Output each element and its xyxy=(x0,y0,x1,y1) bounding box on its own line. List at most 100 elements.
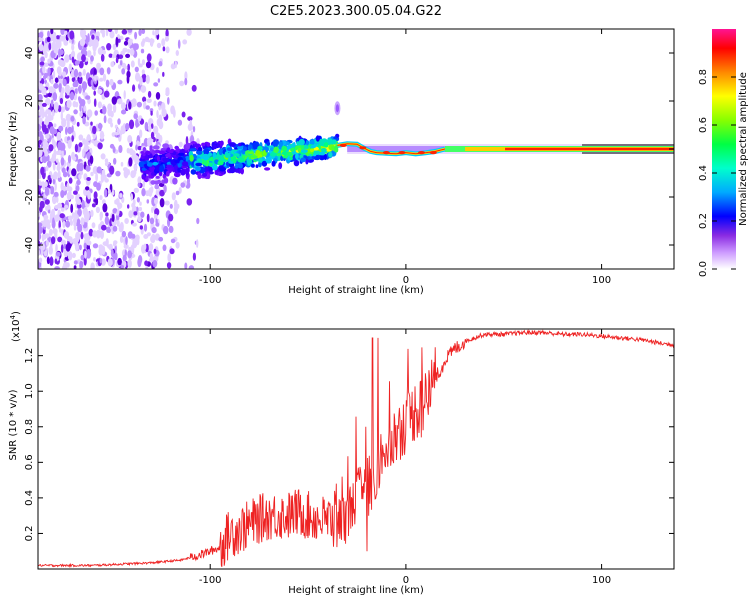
noise-blob xyxy=(113,157,117,165)
signal-blob xyxy=(295,153,299,160)
noise-blob xyxy=(107,29,113,33)
noise-blob xyxy=(82,116,86,125)
noise-blob xyxy=(40,108,45,117)
spectrogram-x-tick-label: 100 xyxy=(592,275,611,286)
signal-blob xyxy=(309,139,315,145)
noise-blob xyxy=(150,110,153,116)
noise-blob xyxy=(78,77,83,85)
noise-blob xyxy=(99,211,104,219)
noise-blob xyxy=(181,111,186,118)
signal-blob xyxy=(332,139,337,145)
noise-blob xyxy=(127,29,133,33)
noise-blob xyxy=(127,259,132,268)
noise-blob xyxy=(67,126,73,135)
noise-blob xyxy=(90,79,94,86)
signal-blob xyxy=(315,135,320,142)
noise-blob xyxy=(71,56,75,63)
noise-blob xyxy=(61,149,64,157)
noise-blob xyxy=(65,126,68,135)
noise-blob xyxy=(114,131,120,136)
noise-blob xyxy=(80,99,86,107)
noise-blob xyxy=(79,244,82,251)
noise-blob xyxy=(140,85,147,93)
noise-blob xyxy=(138,29,142,36)
noise-blob xyxy=(148,125,152,133)
signal-blob xyxy=(185,167,190,174)
noise-blob xyxy=(53,123,57,128)
signal-blob xyxy=(178,152,185,156)
noise-blob xyxy=(38,232,42,241)
noise-blob xyxy=(71,135,74,142)
noise-blob xyxy=(133,113,138,120)
noise-blob xyxy=(150,235,156,244)
noise-blob xyxy=(50,156,57,162)
noise-blob xyxy=(96,166,102,174)
signal-blob xyxy=(313,153,317,157)
noise-blob xyxy=(66,99,72,109)
noise-blob xyxy=(110,248,114,258)
noise-blob xyxy=(38,83,44,91)
noise-blob xyxy=(102,49,106,55)
noise-blob xyxy=(111,96,118,105)
noise-blob xyxy=(93,98,97,107)
signal-blob xyxy=(237,146,243,150)
noise-blob xyxy=(73,265,77,269)
noise-blob xyxy=(80,231,84,240)
noise-blob xyxy=(55,196,59,203)
signal-blob xyxy=(165,153,171,158)
noise-blob xyxy=(91,34,95,40)
noise-blob xyxy=(90,121,93,126)
noise-blob xyxy=(93,191,98,199)
noise-blob xyxy=(114,124,118,129)
noise-blob xyxy=(86,109,93,118)
signal-blob xyxy=(303,144,309,150)
noise-blob xyxy=(40,166,45,176)
noise-blob xyxy=(175,241,180,249)
signal-blob xyxy=(305,139,310,146)
signal-blob xyxy=(156,155,160,162)
noise-blob xyxy=(137,176,142,185)
noise-blob xyxy=(146,199,150,204)
noise-blob xyxy=(127,63,130,72)
noise-blob xyxy=(72,100,77,108)
noise-blob xyxy=(66,236,73,242)
signal-blob xyxy=(265,156,272,164)
noise-blob xyxy=(91,203,96,208)
noise-blob xyxy=(67,139,72,149)
noise-blob xyxy=(128,210,134,219)
noise-blob xyxy=(109,78,114,86)
noise-blob xyxy=(43,72,48,79)
signal-blob xyxy=(234,168,240,173)
noise-blob xyxy=(154,184,160,190)
noise-blob xyxy=(122,47,128,53)
noise-blob xyxy=(71,168,77,177)
noise-blob xyxy=(129,47,135,56)
noise-blob xyxy=(44,51,48,58)
signal-blob xyxy=(152,161,159,166)
noise-blob xyxy=(90,55,94,62)
noise-blob xyxy=(124,218,129,224)
spectrogram-axes: -100 0 100 -40 -20 0 20 40 xyxy=(24,29,674,286)
noise-blob xyxy=(38,222,43,228)
noise-blob xyxy=(166,262,172,269)
noise-blob xyxy=(102,241,109,247)
noise-blob xyxy=(52,217,55,227)
noise-blob xyxy=(86,135,91,141)
noise-blob xyxy=(119,235,124,243)
colorbar-tick-label: 0.4 xyxy=(698,165,709,181)
noise-blob xyxy=(93,181,98,188)
noise-blob xyxy=(58,83,62,93)
noise-blob xyxy=(142,96,147,103)
noise-blob xyxy=(50,174,57,179)
signal-blob xyxy=(261,160,268,167)
noise-blob xyxy=(78,60,84,69)
noise-blob xyxy=(100,153,106,160)
noise-blob xyxy=(165,87,170,92)
signal-blob xyxy=(273,146,279,154)
noise-blob xyxy=(51,236,56,245)
signal-blob xyxy=(323,153,327,161)
noise-blob xyxy=(116,128,120,133)
snr-scale-exponent: 4 xyxy=(9,314,17,319)
noise-blob xyxy=(57,170,61,179)
noise-blob xyxy=(138,63,143,68)
